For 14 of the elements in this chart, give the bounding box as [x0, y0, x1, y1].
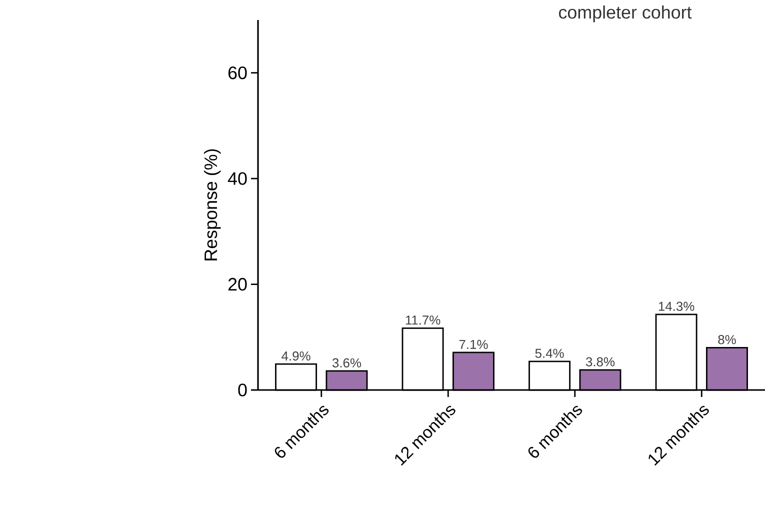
data-label: 7.1%	[459, 340, 488, 349]
y-axis-title: Response (%)	[204, 149, 221, 260]
data-label: 5.4%	[535, 348, 564, 358]
data-label: 14.3%	[658, 302, 694, 311]
data-label: 3.8%	[586, 357, 615, 366]
data-label: 11.7%	[406, 316, 440, 325]
y-tick-label: 60	[228, 66, 247, 80]
data-label: 4.9%	[282, 351, 310, 361]
data-label: 3.6%	[332, 358, 362, 368]
chart-title: completer cohort	[558, 6, 692, 22]
y-tick-label: 0	[238, 384, 247, 396]
y-tick-label: 40	[228, 172, 247, 185]
y-tick-label: 20	[228, 278, 247, 291]
data-label: 8%	[718, 335, 736, 344]
